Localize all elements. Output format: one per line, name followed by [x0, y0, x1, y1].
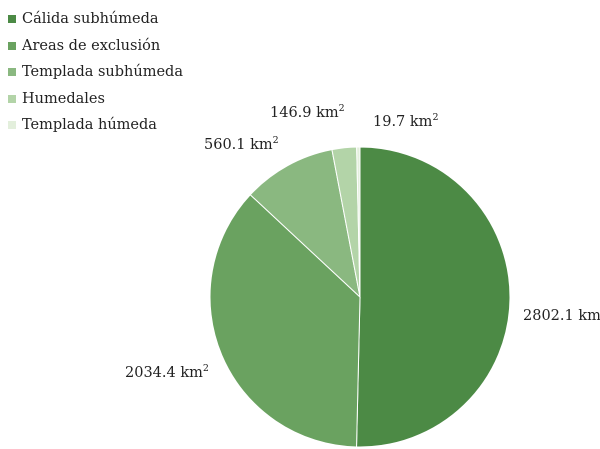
unit-superscript: 2 [273, 135, 279, 146]
legend-label: Areas de exclusión [22, 37, 161, 54]
legend-swatch [8, 121, 16, 130]
legend: Cálida subhúmeda Areas de exclusión Temp… [8, 6, 183, 139]
pie-slices [209, 146, 511, 448]
slice-value-label: 2034.4 km2 [125, 363, 209, 381]
legend-swatch [8, 68, 16, 77]
slice-value-label: 2802.1 km2 [523, 306, 600, 324]
unit-superscript: 2 [432, 112, 438, 123]
legend-label: Templada subhúmeda [22, 64, 183, 81]
legend-label: Templada húmeda [22, 117, 157, 134]
pie-slice [249, 149, 361, 299]
pie-slice [356, 146, 361, 298]
legend-swatch [8, 15, 16, 24]
legend-label: Cálida subhúmeda [22, 11, 159, 28]
legend-label: Humedales [22, 90, 105, 107]
pie-labels: 2802.1 km2 2034.4 km2 560.1 km2 146.9 km2 19… [125, 103, 600, 381]
unit-superscript: 2 [339, 103, 345, 114]
legend-item-templada-subhumeda: Templada subhúmeda [8, 59, 183, 86]
unit-superscript: 2 [203, 363, 209, 374]
legend-item-areas-de-exclusion: Areas de exclusión [8, 33, 183, 60]
legend-swatch [8, 41, 16, 50]
pie-slice [356, 146, 511, 448]
pie-slice [209, 194, 361, 448]
legend-item-calida-subhumeda: Cálida subhúmeda [8, 6, 183, 33]
slice-value-label: 146.9 km2 [270, 103, 345, 121]
legend-item-humedales: Humedales [8, 86, 183, 113]
slice-value-label: 560.1 km2 [204, 135, 279, 153]
legend-item-templada-humeda: Templada húmeda [8, 112, 183, 139]
legend-swatch [8, 94, 16, 103]
slice-value-label: 19.7 km2 [373, 112, 438, 130]
